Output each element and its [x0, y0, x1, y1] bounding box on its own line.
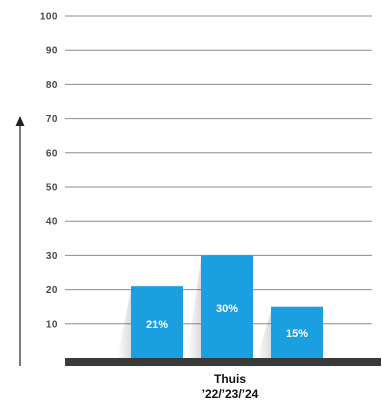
bar-'22	[131, 286, 183, 358]
data-label-'22: 21%	[146, 319, 168, 331]
data-label-'23: 30%	[216, 303, 238, 315]
y-tick-label-60: 60	[46, 148, 58, 159]
data-labels: 21% 30% 15%	[146, 303, 308, 340]
y-tick-label-70: 70	[46, 114, 58, 125]
y-tick-label-100: 100	[40, 12, 58, 23]
data-label-'24: 15%	[286, 328, 308, 340]
y-tick-label-20: 20	[46, 285, 58, 296]
y-tick-label-30: 30	[46, 251, 58, 262]
bar-shadow-0	[117, 290, 131, 358]
y-axis	[15, 116, 381, 366]
category-label: Thuis	[214, 372, 246, 386]
category-sublabel: ’22/’23/’24	[201, 387, 259, 401]
bar-shadow-2	[257, 310, 271, 358]
y-tick-label-90: 90	[46, 46, 58, 57]
y-tick-label-50: 50	[46, 183, 58, 194]
bar-shadow-1	[187, 259, 201, 358]
bars	[117, 255, 323, 358]
y-tick-label-10: 10	[46, 319, 58, 330]
y-tick-label-40: 40	[46, 217, 58, 228]
bar-'23	[201, 255, 253, 358]
y-tick-label-80: 80	[46, 80, 58, 91]
y-axis-arrow-icon	[15, 116, 25, 126]
gridlines: 10 20 30 40 50 60 70 80 90 100	[40, 12, 372, 330]
bar-'24	[271, 306, 323, 358]
baseline	[65, 358, 381, 366]
